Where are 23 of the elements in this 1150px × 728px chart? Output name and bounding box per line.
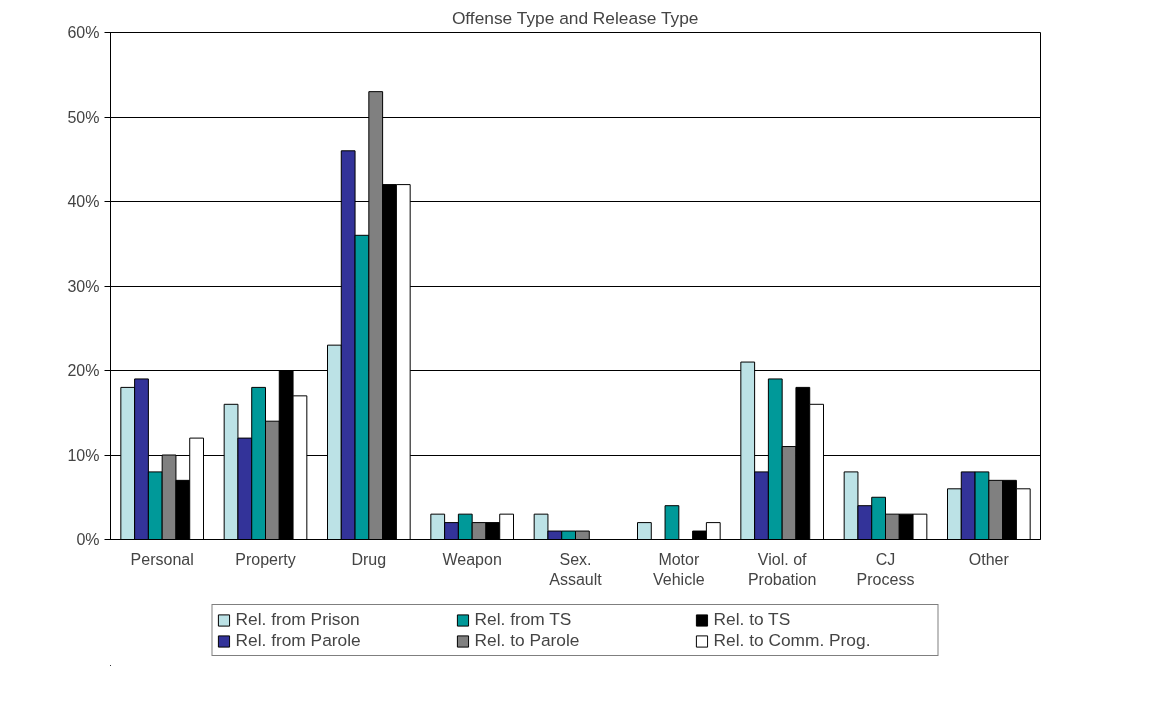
legend-label: Rel. from Parole [235,630,362,651]
x-tick-label: CJ Process [856,550,915,588]
legend-label: Rel. to Parole [474,630,581,651]
x-tick-label: Motor Vehicle [653,550,705,588]
y-tick-label: 20% [67,362,100,379]
y-tick-label: 0% [76,531,100,548]
legend-label: Rel. from TS [474,609,573,630]
x-tick-label: Property [235,550,296,568]
legend-label: Rel. to TS [713,609,792,630]
x-tick-label: Personal [130,550,194,568]
x-tick-label: Drug [351,550,387,568]
x-tick-label: Other [968,550,1010,568]
y-tick-label: 10% [67,446,100,464]
y-tick-label: 30% [67,277,100,295]
y-tick-label: 60% [67,24,100,41]
x-tick-label: Sex. Assault [549,550,603,588]
chart-title: Offense Type and Release Type [451,7,699,28]
x-tick-label: Viol. of Probation [747,550,817,588]
y-tick-label: 50% [67,108,100,126]
x-tick-label: Weapon [442,550,502,568]
legend-label: Rel. to Comm. Prog. [713,630,872,651]
y-tick-label: 40% [67,193,100,210]
legend-label: Rel. from Prison [235,609,361,630]
